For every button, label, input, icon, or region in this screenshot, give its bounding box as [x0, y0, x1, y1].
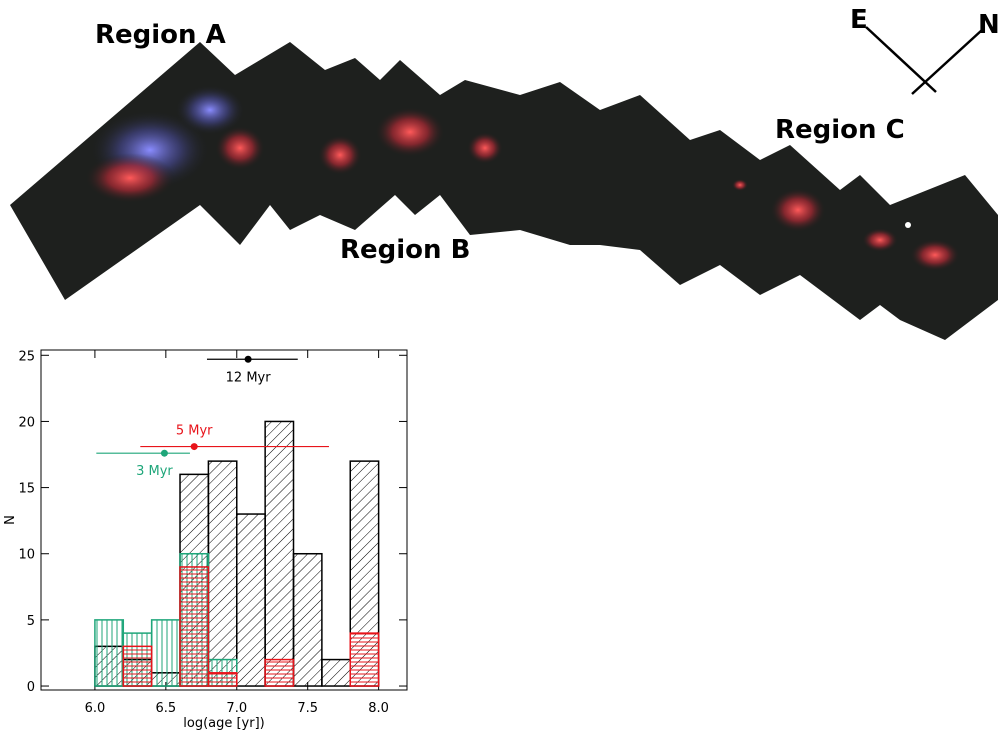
histogram-bar — [321, 658, 352, 687]
x-tick-label: 8.0 — [368, 701, 389, 716]
region-label: Region B — [340, 235, 470, 265]
y-axis-label: N — [3, 515, 18, 525]
histogram-bar — [207, 672, 238, 687]
marker-label: 5 Myr — [176, 424, 213, 439]
region-label: Region A — [95, 20, 226, 50]
x-tick-label: 6.5 — [155, 701, 176, 716]
marker-label: 3 Myr — [136, 464, 173, 479]
plot-frame — [40, 349, 408, 691]
x-axis-label: log(age [yr]) — [183, 716, 265, 731]
marker-point — [244, 355, 252, 363]
histogram-bar — [264, 420, 295, 687]
histogram-bar — [179, 566, 210, 687]
histogram-bar — [292, 552, 323, 687]
histogram-bar — [264, 658, 295, 687]
x-tick-label: 7.5 — [297, 701, 318, 716]
x-tick-label: 7.0 — [226, 701, 247, 716]
compass-label: N — [978, 10, 998, 40]
marker-point — [190, 443, 198, 451]
y-tick-label: 25 — [18, 349, 35, 364]
histogram-bar — [150, 619, 181, 687]
marker-label: 12 Myr — [226, 370, 272, 385]
x-tick-label: 6.0 — [85, 701, 106, 716]
histogram-bar — [207, 460, 238, 687]
compass-label: E — [850, 5, 868, 35]
y-tick-label: 10 — [18, 548, 35, 563]
histogram-bar — [94, 619, 125, 687]
histogram-bar — [122, 645, 153, 687]
histogram-bar — [236, 513, 266, 687]
marker-point — [160, 449, 168, 457]
mosaic-image — [10, 42, 998, 340]
compass — [865, 26, 983, 95]
y-tick-label: 15 — [18, 482, 35, 497]
histogram-bar — [349, 632, 380, 687]
y-tick-label: 5 — [27, 614, 35, 629]
region-label: Region C — [775, 115, 905, 145]
y-tick-label: 0 — [27, 680, 35, 695]
y-tick-label: 20 — [18, 415, 35, 430]
